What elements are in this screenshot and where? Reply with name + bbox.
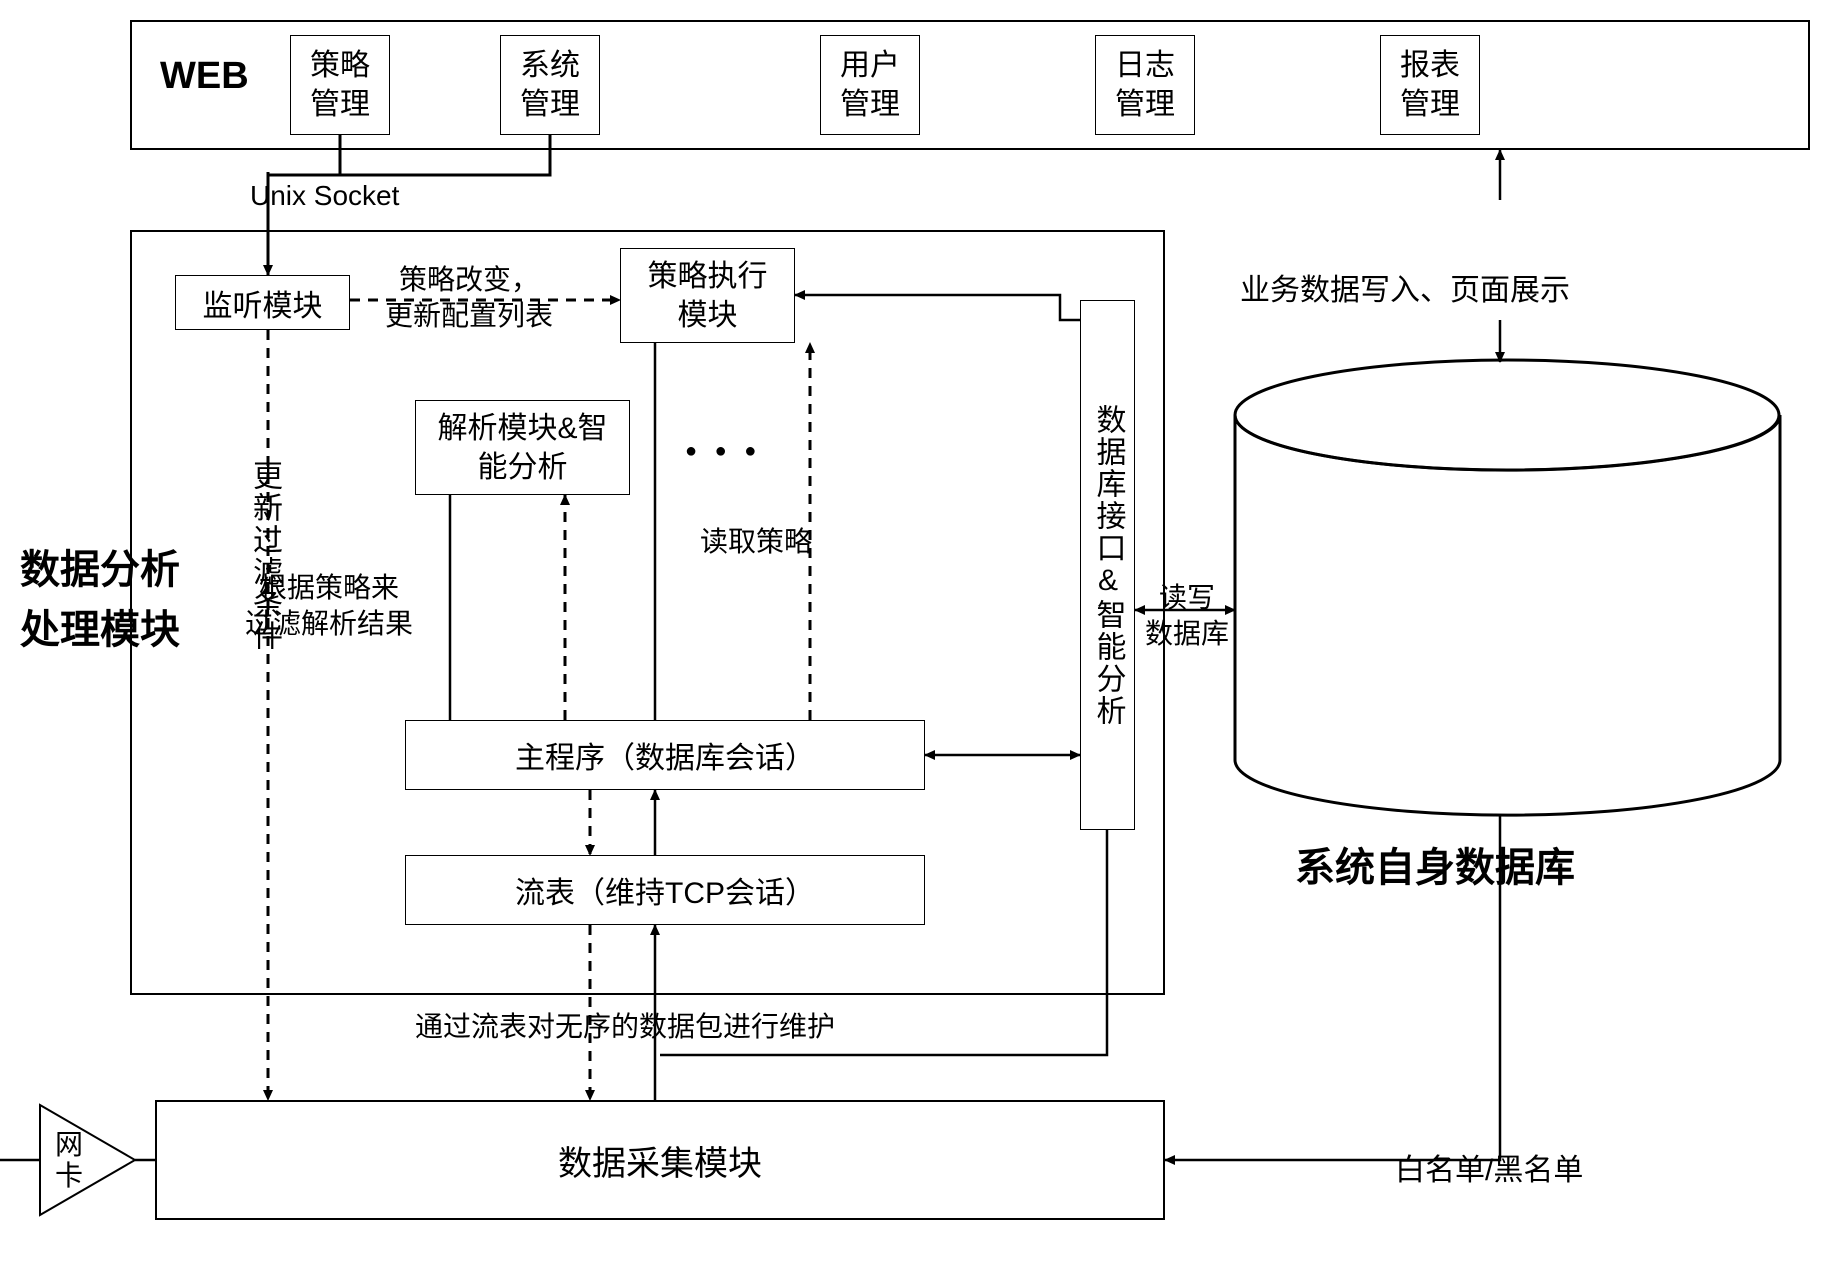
- label: 用户管理: [840, 46, 900, 124]
- analysis-title: 数据分析处理模块: [20, 540, 180, 660]
- unix-socket-label: Unix Socket: [250, 180, 399, 212]
- node-log-mgmt: 日志管理: [1095, 35, 1195, 135]
- edge-label-maintain-pkts: 通过流表对无序的数据包进行维护: [415, 1005, 835, 1045]
- node-system-mgmt: 系统管理: [500, 35, 600, 135]
- node-flow-table: 流表（维持TCP会话）: [405, 855, 925, 925]
- label: 流表（维持TCP会话）: [515, 868, 815, 912]
- node-policy-mgmt: 策略管理: [290, 35, 390, 135]
- node-user-mgmt: 用户管理: [820, 35, 920, 135]
- edge-label-policy-change: 策略改变，更新配置列表: [385, 262, 553, 335]
- nic-label: 网卡: [55, 1130, 83, 1192]
- edge-label-rw-db: 读写数据库: [1145, 580, 1229, 653]
- edge-label-filter-by-policy: 根据策略来过滤解析结果: [245, 570, 413, 643]
- label: 日志管理: [1115, 46, 1175, 124]
- label: 监听模块: [203, 281, 323, 325]
- node-data-collect: 数据采集模块: [155, 1100, 1165, 1220]
- node-main-program: 主程序（数据库会话）: [405, 720, 925, 790]
- node-parse-module: 解析模块&智能分析: [415, 400, 630, 495]
- edge-label-read-policy: 读取策略: [700, 520, 812, 560]
- node-policy-exec: 策略执行模块: [620, 248, 795, 343]
- edge-label-whitelist-blacklist: 白名单/黑名单: [1395, 1145, 1583, 1189]
- dots: ● ● ●: [685, 440, 762, 463]
- label: 解析模块&智能分析: [437, 409, 607, 487]
- label: 主程序（数据库会话）: [515, 733, 815, 777]
- label: 策略管理: [310, 46, 370, 124]
- node-report-mgmt: 报表管理: [1380, 35, 1480, 135]
- node-db-interface: 数据库接口&智能分析: [1080, 300, 1135, 830]
- node-listen-module: 监听模块: [175, 275, 350, 330]
- label: 系统管理: [520, 46, 580, 124]
- edge-label-biz-data: 业务数据写入、页面展示: [1240, 265, 1570, 309]
- label: 数据库接口&智能分析: [1086, 404, 1130, 727]
- database-label: 系统自身数据库: [1295, 835, 1575, 893]
- label: 报表管理: [1400, 46, 1460, 124]
- label: 策略执行模块: [648, 257, 768, 335]
- label: 数据采集模块: [558, 1136, 762, 1185]
- web-label: WEB: [160, 55, 249, 98]
